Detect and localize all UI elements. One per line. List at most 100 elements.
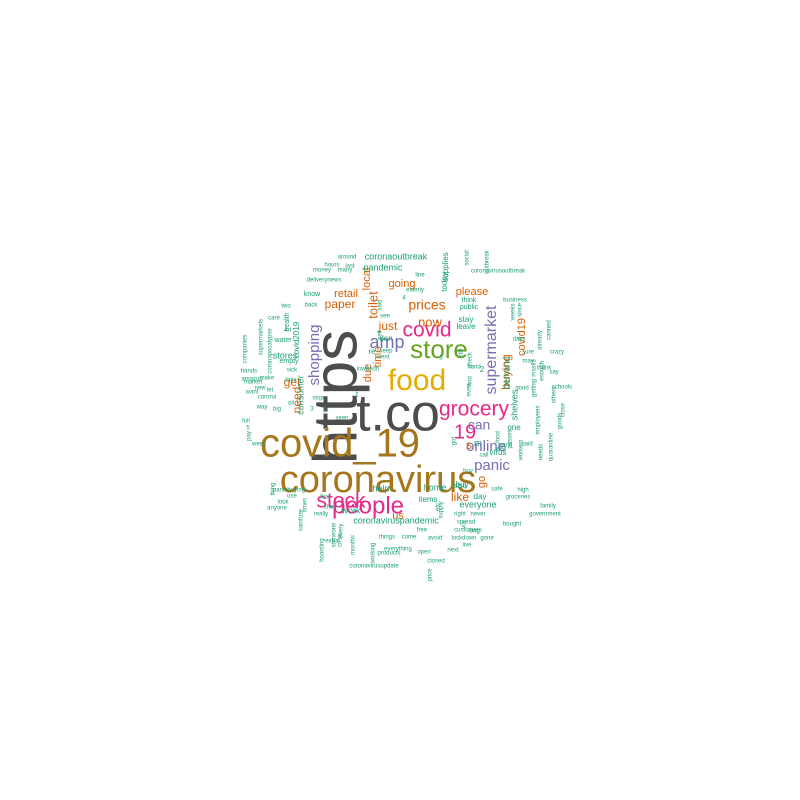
- word-virus: virus: [490, 448, 507, 457]
- word-hoarding: hoarding: [320, 538, 326, 561]
- word-around: around: [338, 255, 357, 261]
- word-health: health: [284, 312, 291, 331]
- word-employees: employees: [536, 405, 542, 434]
- word-t-co: t.co: [356, 385, 440, 443]
- word-consumer: consumer: [295, 375, 305, 415]
- word-buy: buy: [456, 480, 469, 489]
- word-money: money: [313, 268, 331, 274]
- word-find: find: [468, 376, 474, 386]
- word-amp: amp: [369, 332, 404, 352]
- word-crazy: crazy: [550, 350, 564, 356]
- word-even: even: [467, 383, 473, 396]
- word-2: 2: [480, 365, 485, 374]
- word-keep: keep: [379, 349, 393, 355]
- word-panicbuying: panicbuying: [273, 488, 305, 494]
- word-going: going: [389, 278, 416, 290]
- word-buy: buy: [463, 469, 473, 475]
- word-care: care: [268, 316, 280, 322]
- word-see: see: [380, 314, 390, 320]
- word-times: times: [303, 498, 309, 512]
- word-come: come: [402, 535, 417, 541]
- word-many: many: [338, 268, 353, 274]
- word-day: day: [474, 492, 487, 501]
- word-may: may: [522, 359, 533, 365]
- word-sick: sick: [287, 368, 298, 374]
- word-19: 19: [454, 421, 476, 443]
- word-corona: corona: [258, 395, 277, 401]
- word-went: went: [376, 355, 390, 361]
- word-stop: stop: [312, 396, 324, 402]
- word-business: business: [503, 298, 527, 304]
- word-months: months: [351, 535, 357, 555]
- word-lot: lot: [285, 328, 292, 334]
- word-pay: pay: [247, 431, 253, 441]
- word-still: still: [459, 349, 465, 358]
- word-coronavirus: coronavirus: [280, 459, 476, 501]
- word-m: m: [474, 439, 482, 450]
- word-said: said: [378, 299, 384, 310]
- word-every: every: [339, 524, 345, 539]
- word-enough: enough: [540, 361, 546, 381]
- word-thank: thank: [537, 366, 553, 372]
- word-coronavirusupdate: coronavirusupdate: [349, 564, 399, 570]
- word-coronaoutbreak: coronaoutbreak: [365, 251, 428, 261]
- word-know: know: [304, 291, 321, 298]
- word-coronaviruspandemic: coronaviruspandemic: [353, 515, 439, 525]
- word-long: long: [468, 529, 479, 535]
- word-help: help: [372, 483, 389, 493]
- word-working: working: [371, 543, 377, 565]
- word-supplies: supplies: [441, 252, 450, 281]
- word-got: got: [452, 436, 458, 445]
- word-retail: retail: [334, 288, 358, 300]
- word-please: please: [456, 286, 488, 298]
- word-panic: panic: [474, 457, 510, 474]
- word-amazon: amazon: [241, 377, 262, 383]
- word-online: online: [466, 438, 506, 455]
- word-time: time: [372, 347, 384, 368]
- word-well: well: [495, 447, 506, 453]
- word-next: next: [447, 548, 459, 554]
- word-family: family: [540, 504, 556, 510]
- word-week: week: [251, 442, 267, 448]
- word-us: us: [392, 510, 404, 522]
- word-lowtrash: lowtrash: [357, 367, 379, 373]
- word-local: local: [361, 268, 373, 291]
- word-can: can: [468, 417, 491, 433]
- word-safe: safe: [491, 487, 503, 493]
- word-others: others: [552, 387, 558, 404]
- word-oil: oil: [288, 401, 294, 407]
- word-everyone: everyone: [459, 499, 496, 509]
- word-t: t: [356, 390, 359, 399]
- word-food: food: [496, 431, 502, 443]
- word-back: back: [305, 303, 319, 309]
- word-now: now: [418, 314, 442, 329]
- word-just: just: [378, 319, 398, 333]
- word-thing: thing: [271, 482, 277, 495]
- word-everything: everything: [384, 547, 412, 553]
- word-passes: passes: [508, 429, 514, 448]
- word-supermarket: supermarket: [483, 305, 500, 394]
- word-quarantine: quarantine: [549, 432, 555, 461]
- word-4: 4: [402, 296, 406, 302]
- word-close: close: [561, 402, 567, 417]
- word-toilet: toilet: [365, 291, 380, 319]
- word-5: 5: [246, 426, 250, 432]
- word-weeks: weeks: [511, 303, 517, 321]
- word-via: via: [462, 521, 468, 529]
- word-sure: sure: [522, 350, 534, 356]
- word-supermarkets: supermarkets: [259, 319, 265, 355]
- word-open: open: [417, 550, 430, 556]
- word-stock: stock: [316, 490, 366, 513]
- word-first: first: [320, 495, 330, 501]
- word-coronapocalypse: coronapocalypse: [268, 328, 274, 374]
- word-don: don: [379, 334, 392, 343]
- word-gone: gone: [480, 536, 494, 542]
- word-customers: customers: [454, 528, 482, 534]
- word-covid19: covid19: [516, 318, 528, 356]
- word-re: re: [368, 347, 376, 356]
- word-outbreak: outbreak: [485, 249, 491, 273]
- word-shop: shop: [323, 505, 337, 511]
- word-3: 3: [310, 407, 314, 413]
- word-today: today: [440, 272, 449, 292]
